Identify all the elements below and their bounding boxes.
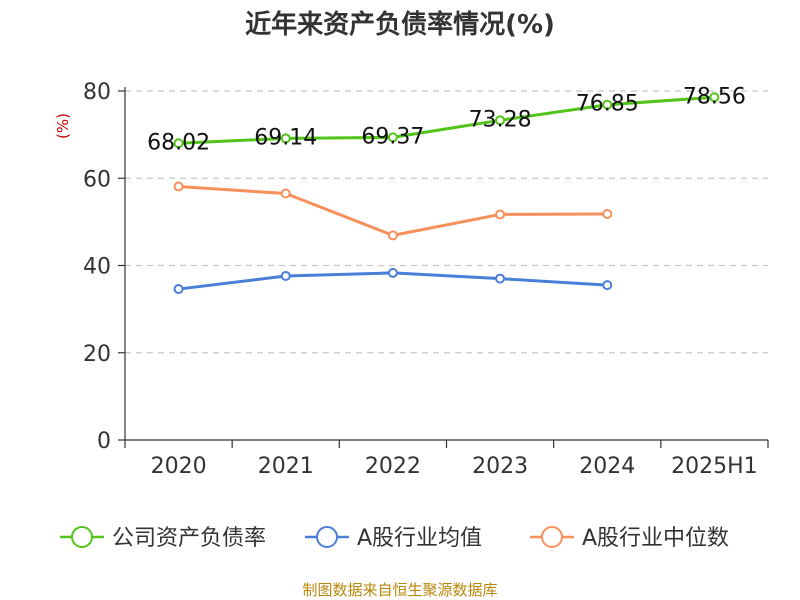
y-axis-label: (%) [54, 113, 72, 139]
legend-swatch-marker [71, 526, 93, 548]
x-tick-label: 2021 [258, 454, 314, 479]
y-tick-label: 20 [83, 342, 111, 367]
source-note: 制图数据来自恒生聚源数据库 [302, 581, 497, 599]
data-label: 68.02 [147, 130, 210, 155]
chart-title: 近年来资产负债率情况(%) [245, 9, 555, 40]
data-point [709, 92, 720, 103]
data-labels: 68.02 69.14 69.37 73.28 76.85 78.56 [147, 84, 746, 155]
x-tick-label: 2020 [151, 454, 207, 479]
data-point [602, 209, 613, 220]
series-group [173, 92, 720, 295]
x-tick-label: 2025H1 [671, 454, 758, 479]
legend-swatch-marker [541, 526, 563, 548]
legend-label: A股行业均值 [357, 526, 482, 551]
legend: 公司资产负债率 A股行业均值 A股行业中位数 [60, 526, 729, 551]
gridlines [125, 90, 768, 354]
data-label: 76.85 [576, 92, 639, 117]
legend-label: 公司资产负债率 [112, 526, 266, 551]
data-point [280, 270, 291, 281]
x-tick-label: 2023 [472, 454, 528, 479]
data-label: 69.14 [254, 125, 317, 150]
data-label: 73.28 [469, 107, 532, 132]
data-point [280, 188, 291, 199]
data-point [280, 133, 291, 144]
data-label: 69.37 [361, 124, 424, 149]
data-point [495, 115, 506, 126]
x-tick-label: 2022 [365, 454, 421, 479]
x-tick-label: 2024 [579, 454, 635, 479]
legend-label: A股行业中位数 [582, 526, 729, 551]
data-point [173, 181, 184, 192]
series-line [178, 95, 715, 145]
data-point [495, 209, 506, 220]
data-point [387, 230, 398, 241]
data-point [602, 99, 613, 110]
series-line [178, 185, 608, 237]
y-tick-label: 40 [83, 255, 111, 280]
data-point [173, 284, 184, 295]
data-label: 78.56 [683, 84, 746, 109]
data-point [602, 280, 613, 291]
data-point [495, 273, 506, 284]
data-point [387, 132, 398, 143]
y-tick-label: 0 [97, 429, 111, 454]
y-tick-label: 80 [83, 80, 111, 105]
data-point [387, 267, 398, 278]
y-tick-label: 60 [83, 167, 111, 192]
data-point [173, 138, 184, 149]
legend-swatch-marker [316, 526, 338, 548]
axes: 0 20 40 60 80 2020 2021 2022 2023 2024 2025H1 [83, 80, 769, 479]
